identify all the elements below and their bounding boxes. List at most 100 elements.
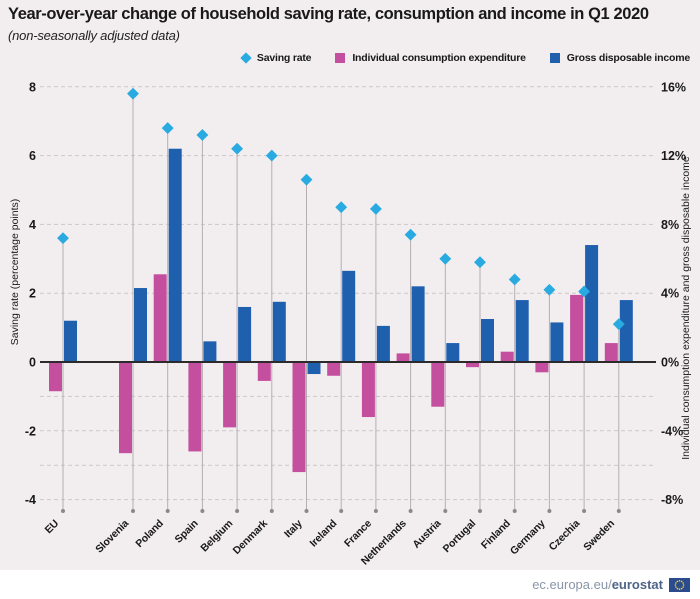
saving-rate-diamond	[265, 149, 278, 162]
footer-url-eurostat: eurostat	[611, 577, 663, 592]
footer: ec.europa.eu/eurostat	[0, 570, 700, 599]
axis-dot	[61, 509, 65, 513]
saving-rate-diamond	[612, 318, 625, 331]
bar-income	[411, 286, 425, 362]
saving-rate-diamond	[127, 87, 139, 100]
left-axis-tick: -2	[25, 424, 36, 438]
bar-income	[585, 245, 599, 362]
saving-rate-diamond	[439, 252, 452, 265]
bar-consumption	[431, 362, 445, 407]
bar-income	[134, 288, 147, 362]
footer-link[interactable]: ec.europa.eu/eurostat	[532, 577, 663, 592]
legend: Saving rate Individual consumption expend…	[240, 52, 690, 64]
axis-dot	[373, 509, 378, 513]
axis-dot	[547, 509, 552, 513]
legend-label: Individual consumption expenditure	[352, 52, 526, 64]
axis-dot	[304, 509, 309, 513]
axis-dot	[269, 509, 274, 513]
right-axis-tick: 0%	[661, 356, 679, 370]
left-axis-tick: 2	[29, 287, 36, 301]
bar-income	[272, 301, 286, 362]
saving-rate-diamond	[578, 285, 591, 298]
left-axis-tick: -4	[25, 493, 36, 507]
category-label: Poland	[133, 518, 165, 550]
plot-area: 8 6 4 2 0 -2 -4 16% 12% 8% 4% 0% -4% -8% EU Slovenia Pol…	[25, 80, 686, 567]
saving-rate-diamond	[474, 256, 486, 269]
bar-consumption	[396, 353, 410, 362]
saving-rate-diamond	[335, 201, 348, 214]
saving-rate-diamond	[300, 173, 313, 186]
bar-income	[342, 270, 356, 362]
saving-rate-diamond	[161, 122, 174, 135]
bar-consumption	[361, 362, 375, 418]
axis-dot	[616, 509, 621, 513]
category-label: Slovenia	[93, 517, 131, 555]
category-label: Czechia	[547, 517, 583, 553]
axis-dot	[478, 509, 482, 513]
right-axis-title: Individual consumption expenditure and g…	[680, 156, 692, 460]
legend-label: Saving rate	[256, 52, 312, 64]
category-label: Portugal	[441, 517, 479, 555]
axis-dot	[235, 509, 240, 513]
bar-consumption	[119, 362, 132, 454]
bar-income	[168, 148, 182, 362]
axis-dot	[131, 509, 135, 513]
legend-item: Saving rate	[240, 52, 312, 64]
chart-title: Year-over-year change of household savin…	[8, 5, 649, 23]
category-label: Sweden	[581, 518, 617, 554]
right-axis-tick: 12%	[661, 149, 686, 163]
axis-dot	[408, 509, 413, 513]
footer-url-prefix: ec.europa.eu/	[532, 577, 612, 592]
legend-label: Gross disposable income	[566, 52, 690, 64]
category-label: Austria	[410, 517, 443, 550]
bar-income	[619, 300, 633, 362]
bar-consumption	[535, 362, 549, 373]
bar-consumption	[257, 362, 271, 381]
category-label: Finland	[479, 518, 513, 552]
left-axis-tick: 6	[29, 149, 36, 163]
right-axis-tick: 4%	[661, 287, 679, 301]
left-axis-tick: 8	[29, 80, 36, 94]
axis-dot	[200, 509, 205, 513]
bar-consumption	[49, 362, 62, 392]
saving-rate-diamond	[57, 232, 69, 245]
left-axis-tick: 0	[29, 356, 36, 370]
bar-consumption	[223, 362, 237, 428]
eu-flag-icon	[669, 577, 690, 592]
bar-income	[238, 306, 252, 362]
legend-item: Gross disposable income	[549, 52, 690, 64]
saving-rate-diamond	[369, 202, 382, 215]
axis-dot	[582, 509, 587, 513]
left-axis-title: Saving rate (percentage points)	[9, 198, 21, 346]
legend-item: Individual consumption expenditure	[335, 52, 526, 64]
category-label: Ireland	[307, 518, 339, 550]
saving-rate-diamond	[543, 283, 556, 296]
left-axis-tick: 4	[29, 218, 36, 232]
bar-consumption	[153, 274, 167, 362]
saving-rate-diamond	[196, 129, 209, 141]
right-axis-tick: -8%	[661, 493, 683, 507]
category-label: Spain	[173, 518, 201, 546]
axis-dot	[512, 509, 517, 513]
category-label: Denmark	[231, 517, 271, 557]
category-label: Germany	[508, 517, 548, 557]
chart-subtitle: (non-seasonally adjusted data)	[8, 28, 180, 43]
right-axis-tick: -4%	[661, 424, 683, 438]
category-label: France	[342, 517, 374, 549]
square-marker-icon	[335, 53, 346, 63]
axis-dot	[165, 509, 170, 513]
bar-consumption	[466, 362, 479, 368]
saving-rate-diamond	[231, 142, 244, 155]
axis-dot	[443, 509, 448, 513]
right-axis-tick: 16%	[661, 80, 686, 94]
axis-dot	[339, 509, 344, 513]
bar-consumption	[292, 362, 306, 473]
bar-consumption	[188, 362, 202, 452]
bar-income	[550, 322, 564, 362]
bar-income	[446, 343, 460, 362]
saving-rate-diamond	[508, 273, 521, 286]
bar-consumption	[327, 362, 341, 376]
bar-consumption	[570, 294, 584, 362]
saving-rate-diamond	[404, 228, 417, 241]
